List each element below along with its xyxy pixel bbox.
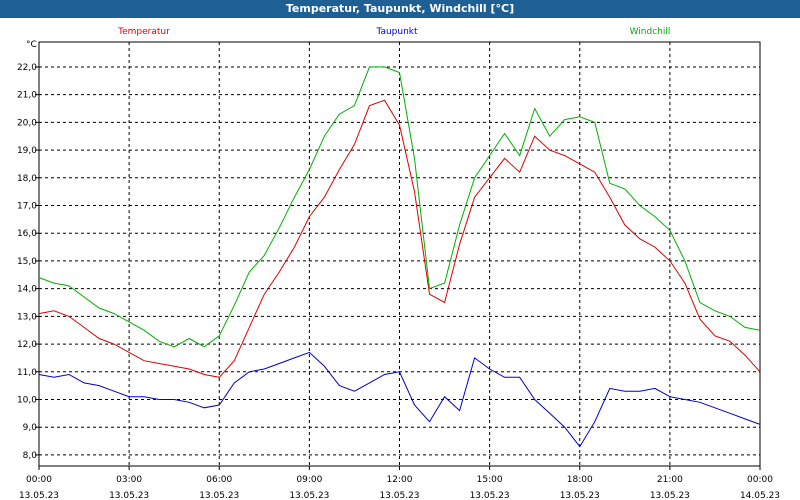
x-tick-date-label: 13.05.23 [19, 491, 59, 500]
chart-area: °C 8,0 9,0 10,0 11,0 12,0 13,0 14,0 15,0 16,0 17,… [17, 27, 780, 500]
x-tick-time-label: 09:00 [296, 475, 322, 485]
grid [39, 42, 760, 466]
y-tick-label: 14,0 [17, 285, 37, 295]
x-tick-date-label: 13.05.23 [289, 491, 329, 500]
x-tick-time-label: 00:00 [26, 475, 52, 485]
x-tick-time-label: 00:00 [747, 475, 773, 485]
series-line-windchill [38, 66, 761, 348]
y-tick-label: 20,0 [17, 118, 37, 128]
y-tick-label: 10,0 [17, 395, 37, 405]
y-tick-label: 13,0 [17, 312, 37, 322]
x-tick-date-label: 13.05.23 [199, 491, 239, 500]
x-tick-date-label: 13.05.23 [650, 491, 690, 500]
series-line-taupunkt [38, 351, 761, 448]
legend-temperatur: Temperatur [117, 27, 170, 37]
series-lines [38, 66, 761, 448]
y-tick-label: 19,0 [17, 146, 37, 156]
x-tick-time-label: 06:00 [206, 475, 232, 485]
legend-taupunkt: Taupunkt [375, 27, 418, 37]
x-tick-time-label: 18:00 [567, 475, 593, 485]
y-tick-label: 22,0 [17, 63, 37, 73]
x-axis-ticks: 00:00 13.05.23 03:00 13.05.23 06:00 13.05.23 0… [19, 466, 780, 500]
series-line-temperatur [38, 99, 761, 378]
legend: Temperatur Taupunkt Windchill [117, 27, 670, 37]
x-tick-date-label: 13.05.23 [109, 491, 149, 500]
y-tick-label: 12,0 [17, 340, 37, 350]
x-tick-time-label: 12:00 [387, 475, 413, 485]
x-tick-date-label: 13.05.23 [560, 491, 600, 500]
x-tick-time-label: 03:00 [116, 475, 142, 485]
x-tick-time-label: 15:00 [477, 475, 503, 485]
y-tick-label: 17,0 [17, 202, 37, 212]
y-axis-ticks: 8,0 9,0 10,0 11,0 12,0 13,0 14,0 15,0 16,0 17,0 18… [17, 63, 39, 461]
y-tick-label: 11,0 [17, 368, 37, 378]
y-tick-label: 8,0 [23, 451, 38, 461]
y-tick-label: 15,0 [17, 257, 37, 267]
legend-windchill: Windchill [630, 27, 671, 37]
x-tick-date-label: 14.05.23 [740, 491, 780, 500]
y-tick-label: 9,0 [23, 423, 38, 433]
y-axis-unit-label: °C [26, 40, 37, 50]
y-tick-label: 21,0 [17, 91, 37, 101]
x-tick-date-label: 13.05.23 [470, 491, 510, 500]
y-tick-label: 16,0 [17, 229, 37, 239]
x-tick-date-label: 13.05.23 [379, 491, 419, 500]
y-tick-label: 18,0 [17, 174, 37, 184]
x-tick-time-label: 21:00 [657, 475, 683, 485]
chart-title: Temperatur, Taupunkt, Windchill [°C] [0, 0, 800, 18]
